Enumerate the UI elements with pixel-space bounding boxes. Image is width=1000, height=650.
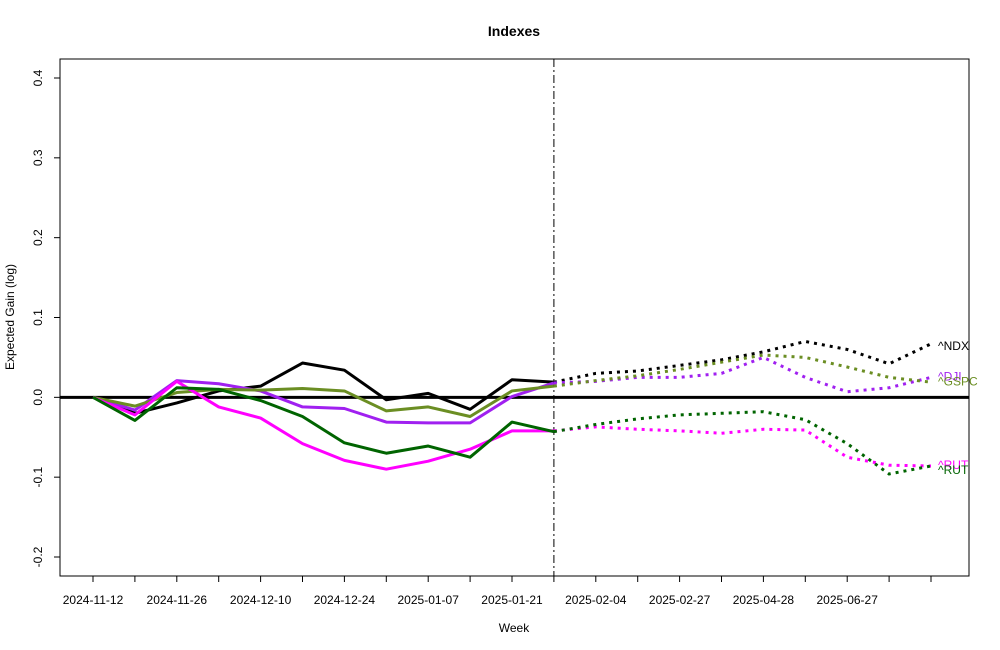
x-tick-label: 2025-01-07 <box>398 593 460 607</box>
y-tick-label: 0.1 <box>31 309 45 326</box>
series-line-forecast <box>553 425 932 468</box>
x-tick-label: 2024-11-12 <box>63 593 124 607</box>
series-label: ^DJI <box>938 370 962 384</box>
y-tick-label: 0.2 <box>31 229 45 246</box>
series-line-forecast <box>553 339 932 384</box>
y-tick-label: -0.1 <box>31 467 45 488</box>
series-lines <box>60 59 969 576</box>
series-line-forecast <box>553 410 932 476</box>
x-tick-label: 2025-02-27 <box>649 593 711 607</box>
series-line-history <box>92 379 554 471</box>
series-label: ^NDX <box>938 339 969 353</box>
x-tick-label: 2025-04-28 <box>733 593 795 607</box>
series-line-forecast <box>553 355 932 394</box>
series-line-history <box>92 361 554 415</box>
series-line-history <box>92 386 555 459</box>
y-tick-label: -0.2 <box>31 546 45 567</box>
x-axis: 2024-11-12 2024-11-26 2024-12-10 2024-12-24… <box>63 576 932 607</box>
y-tick-label: 0.0 <box>31 389 45 406</box>
x-tick-label: 2025-01-21 <box>481 593 543 607</box>
x-tick-label: 2024-12-10 <box>230 593 292 607</box>
chart-title: Indexes <box>488 23 540 39</box>
plot-frame <box>59 58 970 577</box>
y-axis: -0.2 -0.1 0.0 0.1 0.2 0.3 0.4 <box>31 69 60 567</box>
x-tick-label: 2024-12-24 <box>314 593 376 607</box>
y-tick-label: 0.4 <box>31 69 45 86</box>
series-label: ^RUT <box>938 463 969 477</box>
series-label: ^GSPC <box>938 374 978 388</box>
series-labels: ^NDX ^DJI^GSPC ^RUT^RUT <box>938 339 978 477</box>
x-axis-label: Week <box>499 621 530 635</box>
x-tick-label: 2024-11-26 <box>147 593 208 607</box>
series-line-history <box>92 379 555 425</box>
x-tick-label: 2025-06-27 <box>817 593 879 607</box>
x-tick-label: 2025-02-04 <box>565 593 627 607</box>
y-tick-label: 0.3 <box>31 149 45 166</box>
series-line-forecast <box>553 353 932 388</box>
y-axis-label: Expected Gain (log) <box>3 264 17 370</box>
series-label: ^RUT <box>938 458 969 472</box>
